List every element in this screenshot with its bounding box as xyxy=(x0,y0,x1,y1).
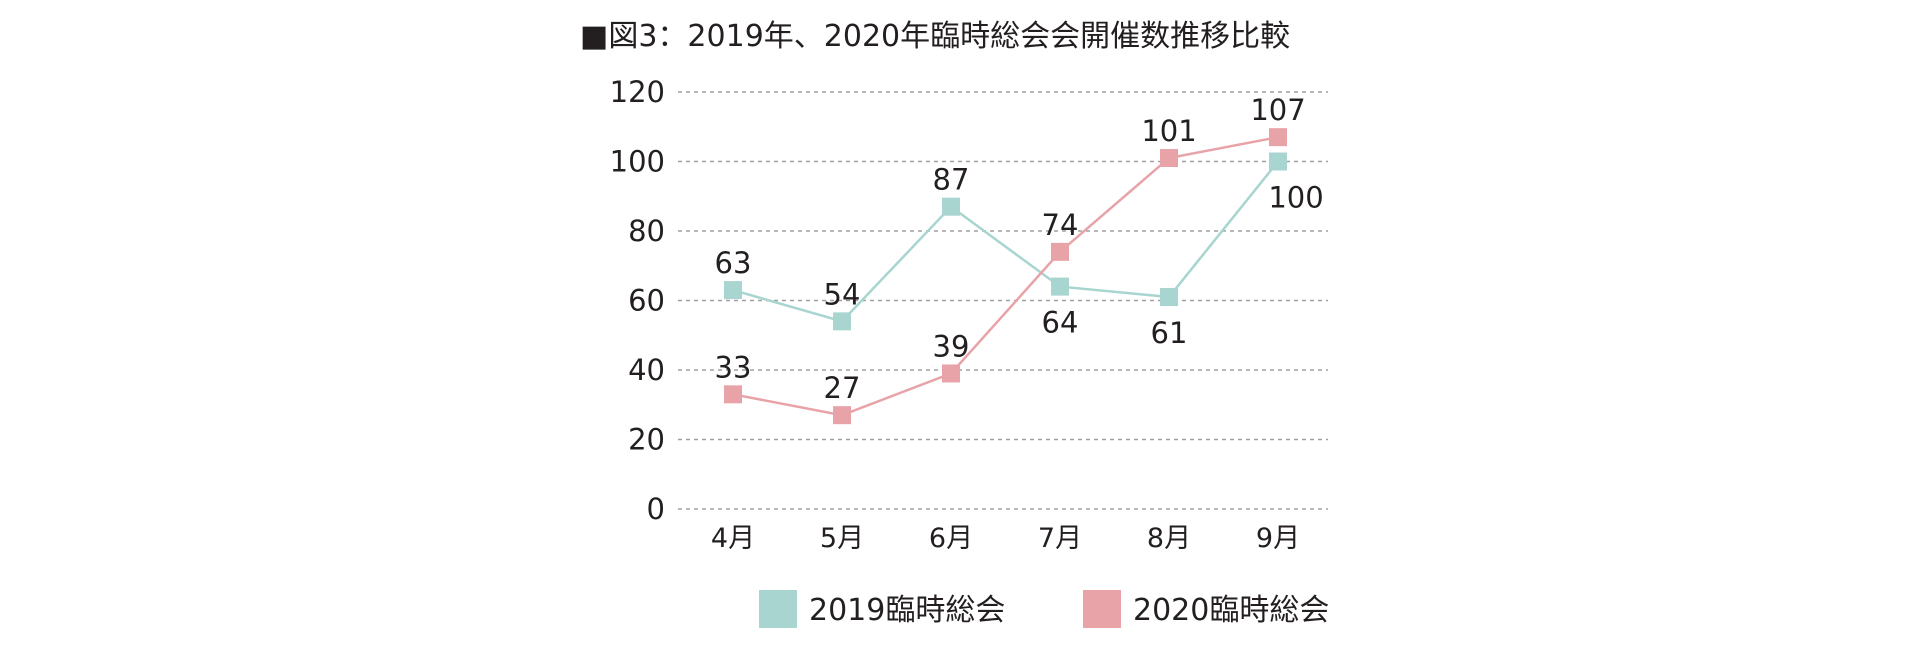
data-label: 63 xyxy=(715,246,752,280)
x-category-label: 4月 xyxy=(711,523,755,554)
y-tick-label: 20 xyxy=(628,423,665,457)
y-tick-label: 120 xyxy=(610,75,665,109)
y-tick-label: 80 xyxy=(628,214,665,248)
series-2-labels: 33 27 39 74 101 107 xyxy=(715,93,1306,405)
data-label: 87 xyxy=(933,163,970,197)
data-point-marker xyxy=(833,406,851,425)
legend-label: 2019臨時総会 xyxy=(809,593,1005,628)
data-point-marker xyxy=(833,312,851,331)
data-point-marker xyxy=(942,197,960,216)
data-label: 33 xyxy=(715,350,752,384)
data-label: 101 xyxy=(1141,114,1196,148)
legend-item: 2019臨時総会 xyxy=(759,590,1005,628)
data-label: 100 xyxy=(1268,181,1323,215)
data-label: 54 xyxy=(824,277,861,311)
series-layer: 63 54 87 64 61 100 33 27 39 74 101 107 xyxy=(715,93,1324,425)
data-point-marker xyxy=(1051,277,1069,296)
series-line xyxy=(732,135,1279,417)
y-axis-ticks: 0 20 40 60 80 100 120 xyxy=(610,75,665,526)
data-point-marker xyxy=(724,385,742,404)
y-tick-label: 40 xyxy=(628,353,665,387)
x-category-label: 8月 xyxy=(1147,523,1191,554)
data-point-marker xyxy=(1051,242,1069,261)
grid-layer xyxy=(678,91,1328,510)
y-tick-label: 100 xyxy=(610,145,665,179)
data-label: 27 xyxy=(824,371,861,405)
data-point-marker xyxy=(1269,152,1287,171)
y-tick-label: 60 xyxy=(628,284,665,318)
data-point-marker xyxy=(942,364,960,383)
legend: 2019臨時総会 2020臨時総会 xyxy=(759,590,1329,628)
data-label: 61 xyxy=(1151,316,1188,350)
x-axis-categories: 4月 5月 6月 7月 8月 9月 xyxy=(711,523,1300,554)
series-2 xyxy=(724,128,1287,425)
series-1 xyxy=(724,152,1287,331)
data-label: 107 xyxy=(1250,93,1305,127)
x-category-label: 7月 xyxy=(1038,523,1082,554)
x-category-label: 9月 xyxy=(1256,523,1300,554)
y-tick-label: 0 xyxy=(647,492,665,526)
data-point-marker xyxy=(1160,149,1178,168)
x-category-label: 5月 xyxy=(820,523,864,554)
data-label: 74 xyxy=(1042,208,1079,242)
data-label: 64 xyxy=(1042,306,1079,340)
series-1-labels: 63 54 87 64 61 100 xyxy=(715,163,1324,350)
legend-item: 2020臨時総会 xyxy=(1083,590,1329,628)
data-point-marker xyxy=(1269,128,1287,147)
series-line xyxy=(732,160,1279,323)
legend-swatch xyxy=(1083,590,1121,628)
chart-title: ■図3：2019年、2020年臨時総会会開催数推移比較 xyxy=(580,19,1290,54)
x-category-label: 6月 xyxy=(929,523,973,554)
legend-label: 2020臨時総会 xyxy=(1133,593,1329,628)
data-point-marker xyxy=(1160,288,1178,307)
legend-swatch xyxy=(759,590,797,628)
data-point-marker xyxy=(724,281,742,300)
data-label: 39 xyxy=(933,329,970,363)
